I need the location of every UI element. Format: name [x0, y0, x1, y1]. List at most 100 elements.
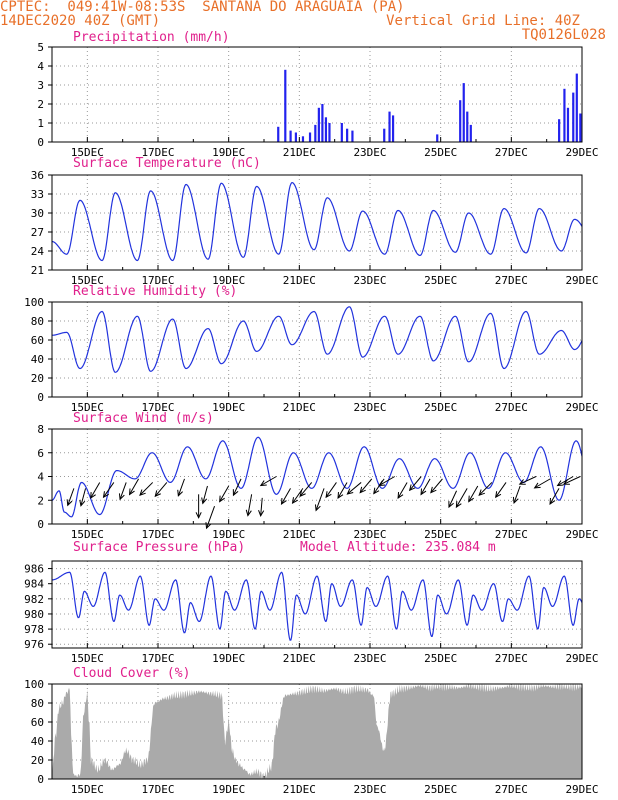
y-tick-label: 2	[37, 98, 44, 111]
wind-arrowhead	[219, 495, 225, 503]
y-tick-label: 986	[24, 563, 44, 576]
wind-arrow	[206, 506, 216, 529]
x-tick-label: 27DEC	[495, 652, 528, 665]
x-tick-label: 21DEC	[283, 146, 316, 159]
humidity-line	[51, 306, 583, 373]
precip-bar	[324, 117, 328, 142]
wind-arrow	[495, 482, 507, 498]
precip-bar	[314, 124, 317, 142]
x-tick-label: 17DEC	[141, 528, 174, 541]
wind-arrow	[563, 476, 581, 485]
wind-arrowhead	[128, 488, 135, 496]
x-tick-label: 29DEC	[565, 652, 598, 665]
x-tick-label: 15DEC	[71, 528, 104, 541]
wind-arrow	[299, 482, 313, 497]
panel-title: Precipitation (mm/h)	[73, 30, 230, 45]
panel-frame	[51, 560, 583, 649]
wind-arrow	[468, 485, 479, 502]
wind-arrowhead	[408, 484, 416, 492]
panel-title: Surface Temperature (nC)	[73, 156, 261, 171]
wind-arrowhead	[468, 495, 475, 503]
wind-arrowhead	[518, 479, 526, 485]
x-tick-label: 19DEC	[212, 528, 245, 541]
x-tick-label: 27DEC	[495, 528, 528, 541]
x-tick-label: 15DEC	[71, 401, 104, 414]
wind-arrow	[455, 488, 468, 508]
wind-arrow	[103, 482, 115, 498]
x-tick-label: 27DEC	[495, 274, 528, 287]
y-tick-label: 0	[37, 391, 44, 404]
wind-arrowhead	[325, 491, 332, 499]
panel-frame	[51, 174, 583, 271]
precip-bar	[466, 111, 469, 142]
wind-arrowhead	[299, 490, 306, 498]
wind-arrow	[534, 478, 551, 489]
wind-arrowhead	[430, 486, 437, 494]
wind-arrowhead	[337, 492, 344, 500]
wind-arrow	[90, 482, 101, 499]
precip-bar	[294, 132, 297, 142]
y-tick-label: 4	[37, 471, 44, 484]
wind-arrow	[359, 478, 373, 493]
wind-arrow	[80, 488, 87, 506]
wind-arrow	[409, 476, 422, 491]
header-line1: CPTEC: 049:41W-08:53S SANTANA DO ARAGUAI…	[0, 0, 405, 15]
x-tick-label: 21DEC	[283, 528, 316, 541]
temperature-line	[51, 181, 583, 262]
x-tick-label: 15DEC	[71, 274, 104, 287]
wind-arrowhead	[420, 488, 427, 496]
precip-bar	[579, 113, 582, 142]
y-tick-label: 5	[37, 41, 44, 54]
header-model-id: TQ0126L028	[521, 27, 606, 43]
panel-frame	[51, 46, 583, 143]
wind-arrowhead	[154, 490, 161, 498]
wind-arrowhead	[245, 509, 252, 517]
wind-arrowhead	[79, 499, 86, 507]
precip-bar	[469, 124, 472, 142]
y-tick-label: 100	[24, 678, 44, 691]
x-tick-label: 27DEC	[495, 401, 528, 414]
precip-bar	[317, 107, 320, 142]
wind-arrowhead	[556, 480, 564, 487]
y-tick-label: 21	[31, 264, 44, 277]
precip-bar	[436, 134, 439, 142]
wind-arrow	[232, 478, 242, 496]
wind-arrowhead	[201, 497, 208, 505]
panel-annotation: Model Altitude: 235.084 m	[300, 540, 496, 555]
y-tick-label: 1	[37, 117, 44, 130]
x-tick-label: 21DEC	[283, 401, 316, 414]
x-tick-label: 21DEC	[283, 274, 316, 287]
panel-frame	[51, 301, 583, 398]
wind-arrowhead	[359, 486, 366, 494]
x-tick-label: 23DEC	[353, 401, 386, 414]
x-tick-label: 25DEC	[424, 652, 457, 665]
x-tick-label: 29DEC	[565, 528, 598, 541]
wind-arrow	[347, 482, 362, 495]
wind-arrowhead	[102, 491, 109, 499]
x-tick-label: 25DEC	[424, 146, 457, 159]
wind-arrow	[325, 482, 337, 498]
x-tick-label: 25DEC	[424, 274, 457, 287]
y-tick-label: 976	[24, 638, 44, 651]
y-tick-label: 4	[37, 60, 44, 73]
x-tick-label: 15DEC	[71, 652, 104, 665]
precip-bar	[340, 123, 343, 142]
y-tick-label: 80	[31, 697, 44, 710]
wind-arrow	[397, 482, 408, 499]
precip-bar	[351, 130, 354, 142]
wind-arrowhead	[66, 499, 73, 507]
panel-title: Surface Wind (m/s)	[73, 411, 214, 426]
header-date: 14DEC2020 40Z (GMT)	[0, 13, 161, 29]
x-tick-label: 23DEC	[353, 652, 386, 665]
wind-arrow	[260, 476, 277, 486]
precip-bar	[459, 100, 462, 142]
panel-title: Cloud Cover (%)	[73, 666, 190, 681]
wind-arrow	[430, 478, 443, 493]
y-tick-label: 3	[37, 79, 44, 92]
y-tick-label: 24	[31, 245, 45, 258]
precip-bar	[563, 88, 566, 142]
y-tick-label: 33	[31, 188, 44, 201]
wind-arrowhead	[291, 497, 299, 505]
x-tick-label: 17DEC	[141, 401, 174, 414]
